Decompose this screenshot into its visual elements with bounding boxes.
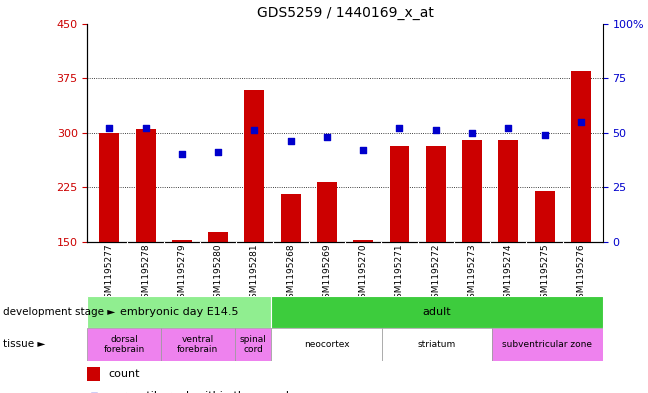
Bar — [87, 296, 272, 328]
Bar — [353, 240, 373, 242]
Text: GSM1195269: GSM1195269 — [323, 243, 331, 304]
Point — [104, 125, 115, 131]
Bar — [535, 191, 555, 242]
Text: GSM1195276: GSM1195276 — [576, 243, 585, 304]
Text: dorsal
forebrain: dorsal forebrain — [104, 335, 145, 354]
Bar — [135, 129, 156, 242]
Point — [249, 127, 260, 134]
Point — [503, 125, 513, 131]
Bar — [492, 328, 603, 361]
Point — [539, 132, 550, 138]
Text: GSM1195278: GSM1195278 — [141, 243, 150, 304]
Text: subventricular zone: subventricular zone — [502, 340, 592, 349]
Text: adult: adult — [422, 307, 452, 317]
Bar — [389, 146, 410, 242]
Text: GSM1195270: GSM1195270 — [359, 243, 367, 304]
Text: GSM1195273: GSM1195273 — [468, 243, 476, 304]
Point — [286, 138, 296, 145]
Text: ventral
forebrain: ventral forebrain — [178, 335, 218, 354]
Text: development stage ►: development stage ► — [3, 307, 115, 317]
Point — [141, 125, 151, 131]
Text: GSM1195274: GSM1195274 — [503, 243, 513, 304]
Bar — [208, 232, 228, 242]
Text: GSM1195268: GSM1195268 — [286, 243, 295, 304]
Point — [213, 149, 224, 155]
Point — [394, 125, 404, 131]
Text: count: count — [108, 369, 139, 379]
Text: neocortex: neocortex — [304, 340, 349, 349]
Point — [358, 147, 368, 153]
Text: GSM1195272: GSM1195272 — [432, 243, 440, 304]
Point — [430, 127, 441, 134]
Bar — [272, 328, 382, 361]
Bar — [498, 140, 518, 242]
Text: tissue ►: tissue ► — [3, 340, 45, 349]
Text: GSM1195271: GSM1195271 — [395, 243, 404, 304]
Bar — [382, 328, 492, 361]
Point — [467, 129, 477, 136]
Bar — [99, 132, 119, 242]
Bar — [272, 296, 603, 328]
Point — [322, 134, 332, 140]
Text: GSM1195277: GSM1195277 — [105, 243, 114, 304]
Bar — [426, 146, 446, 242]
Text: percentile rank within the sample: percentile rank within the sample — [108, 391, 296, 393]
Text: GSM1195279: GSM1195279 — [178, 243, 187, 304]
Bar — [462, 140, 482, 242]
Bar — [172, 240, 192, 242]
Bar — [161, 328, 235, 361]
Bar — [281, 195, 301, 242]
Text: GSM1195280: GSM1195280 — [214, 243, 222, 304]
Point — [177, 151, 187, 158]
Text: GSM1195275: GSM1195275 — [540, 243, 549, 304]
Text: spinal
cord: spinal cord — [240, 335, 266, 354]
Bar — [87, 367, 100, 381]
Text: striatum: striatum — [418, 340, 456, 349]
Bar — [317, 182, 337, 242]
Title: GDS5259 / 1440169_x_at: GDS5259 / 1440169_x_at — [257, 6, 434, 20]
Bar — [87, 328, 161, 361]
Bar — [235, 328, 272, 361]
Text: GSM1195281: GSM1195281 — [250, 243, 259, 304]
Text: embryonic day E14.5: embryonic day E14.5 — [121, 307, 238, 317]
Point — [575, 119, 586, 125]
Bar — [571, 71, 591, 242]
Bar — [244, 90, 264, 242]
